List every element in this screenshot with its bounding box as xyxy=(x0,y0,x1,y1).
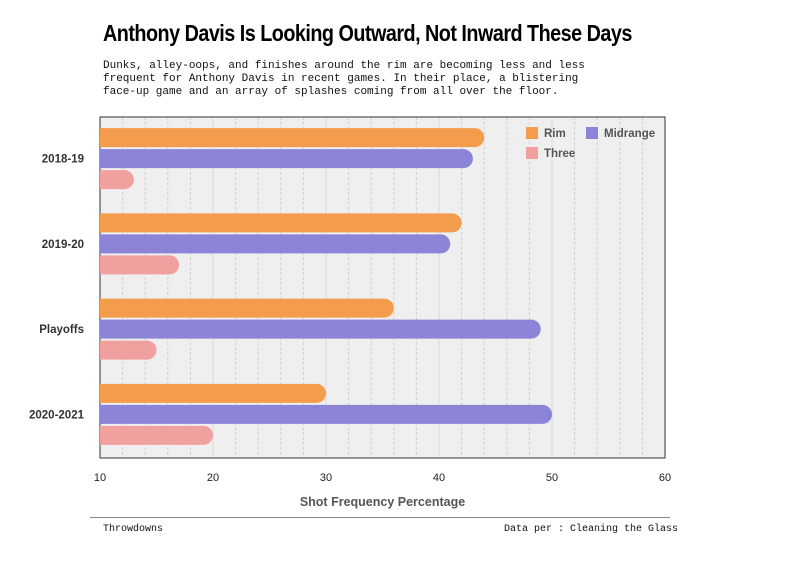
subtitle-line: frequent for Anthony Davis in recent gam… xyxy=(103,73,579,85)
x-tick-label: 30 xyxy=(320,472,332,484)
bar-three xyxy=(100,425,213,445)
bar-midrange xyxy=(100,319,541,339)
x-tick-label: 60 xyxy=(659,472,671,484)
x-tick-label: 40 xyxy=(433,472,445,484)
y-tick-label: 2020-2021 xyxy=(29,409,85,421)
footer-divider xyxy=(90,517,670,518)
legend-swatch xyxy=(526,127,538,139)
legend-label: Midrange xyxy=(604,128,655,140)
x-axis-label: Shot Frequency Percentage xyxy=(300,495,465,509)
bar-rim xyxy=(100,128,485,148)
y-tick-label: 2019-20 xyxy=(42,239,84,251)
bar-rim xyxy=(100,213,462,233)
chart-subtitle: Dunks, alley-oops, and finishes around t… xyxy=(103,60,623,99)
subtitle-line: Dunks, alley-oops, and finishes around t… xyxy=(103,60,585,72)
bar-midrange xyxy=(100,149,473,169)
y-tick-label: Playoffs xyxy=(39,324,84,336)
legend-swatch xyxy=(586,127,598,139)
y-tick-label: 2018-19 xyxy=(42,154,84,166)
bar-three xyxy=(100,255,180,275)
bar-midrange xyxy=(100,404,552,424)
bar-three xyxy=(100,170,134,190)
footer-source-right: Data per : Cleaning the Glass xyxy=(504,524,679,535)
x-tick-label: 10 xyxy=(94,472,106,484)
footer-source-left: Throwdowns xyxy=(103,524,164,535)
legend-label: Three xyxy=(544,148,575,160)
legend-swatch xyxy=(526,147,538,159)
plot-border xyxy=(99,116,666,459)
subtitle-line: face-up game and an array of splashes co… xyxy=(103,86,559,98)
bar-midrange xyxy=(100,234,451,254)
bar-rim xyxy=(100,383,326,403)
legend-label: Rim xyxy=(544,128,566,140)
x-tick-label: 20 xyxy=(207,472,219,484)
bar-rim xyxy=(100,298,394,318)
x-tick-label: 50 xyxy=(546,472,558,484)
chart-title: Anthony Davis Is Looking Outward, Not In… xyxy=(103,20,632,46)
bar-three xyxy=(100,340,157,360)
